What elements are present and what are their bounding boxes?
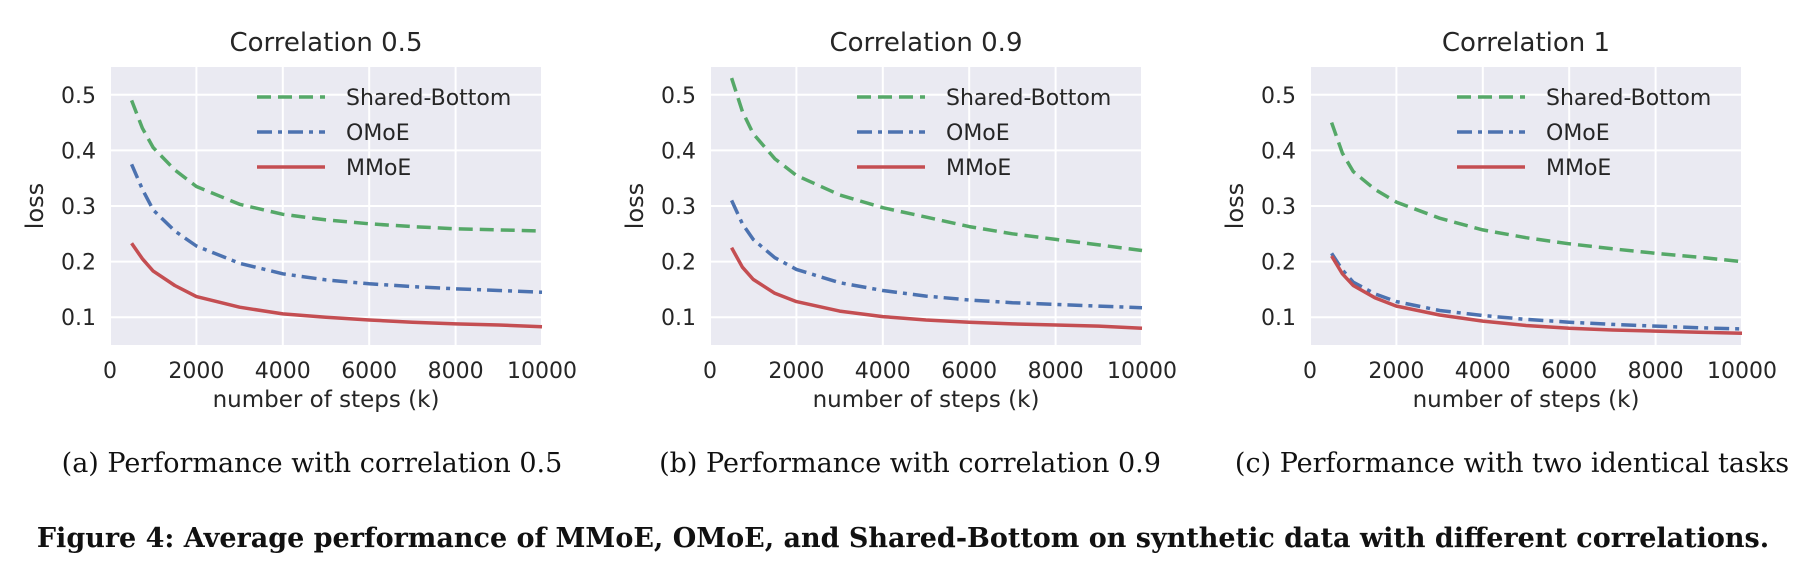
series-line-mmoe (1330, 255, 1743, 336)
x-tick-label: 2000 (768, 359, 824, 384)
x-tick-label: 0 (1303, 359, 1317, 384)
y-axis-label: loss (1221, 183, 1249, 229)
series-line-omoe (129, 163, 543, 294)
x-tick-label: 8000 (1628, 359, 1684, 384)
y-tick-label: 0.3 (61, 195, 96, 220)
figure-caption: Figure 4: Average performance of MMoE, O… (36, 523, 1770, 554)
chart-title: Correlation 1 (1442, 28, 1610, 58)
x-tick-label: 10000 (1707, 359, 1777, 384)
y-tick-label: 0.1 (1261, 306, 1296, 331)
chart-title: Correlation 0.9 (830, 28, 1023, 58)
y-tick-label: 0.5 (1261, 84, 1296, 109)
x-tick-label: 8000 (428, 359, 484, 384)
x-axis-label: number of steps (k) (213, 387, 440, 413)
x-tick-label: 6000 (941, 359, 997, 384)
x-tick-label: 4000 (855, 359, 911, 384)
subcaption-a: (a) Performance with correlation 0.5 (61, 448, 563, 479)
y-tick-label: 0.2 (1261, 251, 1296, 276)
subcaption-b: (b) Performance with correlation 0.9 (659, 448, 1161, 479)
legend: Shared-Bottom OMoE MMoE (257, 86, 511, 181)
legend-label: OMoE (946, 121, 1010, 146)
series-line-mmoe (130, 242, 543, 329)
x-tick-label: 6000 (1541, 359, 1597, 384)
chart-panel-3: 0 2000 4000 6000 8000 10000 0.1 0.2 0.3 0.4 0.5 Cor… (1221, 28, 1777, 413)
series-line-omoe (730, 199, 1143, 310)
chart-panel-1: 0 2000 4000 6000 8000 10000 0.1 0.2 0.3 0.4 0.5 Cor… (21, 28, 577, 413)
x-tick-label: 10000 (507, 359, 577, 384)
legend-label: MMoE (346, 156, 411, 181)
series-line-shared-bottom (1329, 122, 1743, 264)
y-tick-label: 0.4 (661, 139, 696, 164)
y-tick-label: 0.1 (661, 306, 696, 331)
x-axis-label: number of steps (k) (813, 387, 1040, 413)
x-tick-label: 4000 (1455, 359, 1511, 384)
x-tick-label: 10000 (1107, 359, 1177, 384)
x-tick-label: 2000 (168, 359, 224, 384)
y-tick-label: 0.4 (1261, 139, 1296, 164)
y-tick-label: 0.3 (661, 195, 696, 220)
y-tick-label: 0.2 (61, 251, 96, 276)
y-tick-label: 0.4 (61, 139, 96, 164)
legend-label: MMoE (946, 156, 1011, 181)
legend: Shared-Bottom OMoE MMoE (1457, 86, 1711, 181)
chart-panel-2: 0 2000 4000 6000 8000 10000 0.1 0.2 0.3 0.4 0.5 Cor… (621, 28, 1177, 413)
y-tick-label: 0.3 (1261, 195, 1296, 220)
legend-label: OMoE (346, 121, 410, 146)
legend-label: Shared-Bottom (946, 86, 1111, 111)
series-line-mmoe (730, 246, 1143, 331)
x-tick-label: 6000 (341, 359, 397, 384)
x-tick-label: 2000 (1368, 359, 1424, 384)
chart-title: Correlation 0.5 (230, 28, 423, 58)
legend-label: MMoE (1546, 156, 1611, 181)
subcaption-c: (c) Performance with two identical tasks (1234, 448, 1790, 479)
x-tick-label: 0 (103, 359, 117, 384)
x-tick-label: 4000 (255, 359, 311, 384)
x-axis-label: number of steps (k) (1413, 387, 1640, 413)
legend: Shared-Bottom OMoE MMoE (857, 86, 1111, 181)
legend-label: Shared-Bottom (346, 86, 511, 111)
series-line-shared-bottom (129, 99, 543, 233)
legend-label: Shared-Bottom (1546, 86, 1711, 111)
legend-label: OMoE (1546, 121, 1610, 146)
y-tick-label: 0.1 (61, 306, 96, 331)
y-tick-label: 0.5 (61, 84, 96, 109)
y-tick-label: 0.5 (661, 84, 696, 109)
y-tick-label: 0.2 (661, 251, 696, 276)
series-line-shared-bottom (729, 77, 1143, 253)
x-tick-label: 8000 (1028, 359, 1084, 384)
y-axis-label: loss (21, 183, 49, 229)
series-line-omoe (1330, 252, 1743, 331)
y-axis-label: loss (621, 183, 649, 229)
x-tick-label: 0 (703, 359, 717, 384)
